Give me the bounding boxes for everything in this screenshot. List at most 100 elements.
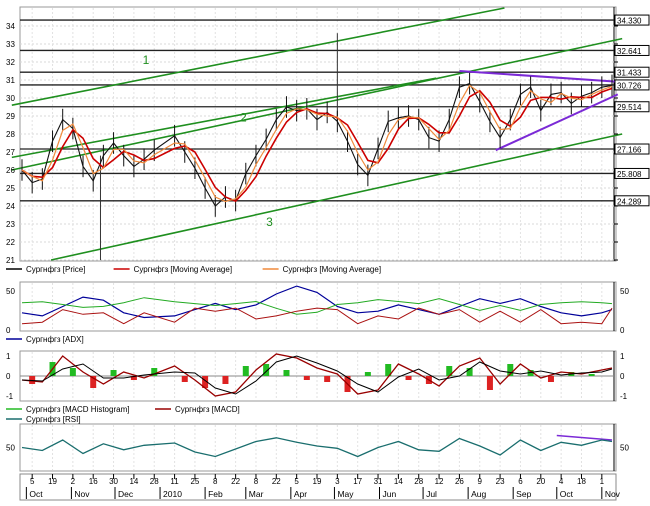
macd-histogram-bar — [202, 376, 209, 388]
price-flag-box — [614, 79, 650, 91]
moving-average-line — [21, 84, 613, 203]
price-tick-label: 25 — [6, 184, 15, 193]
price-flag-box — [614, 101, 650, 113]
month-tick-label: Dec — [118, 489, 134, 499]
price-tick-label: 32 — [6, 58, 15, 67]
adx-tick-label: 50 — [6, 287, 15, 296]
price-flag-box — [614, 195, 650, 207]
macd-tick-label: -1 — [6, 392, 14, 401]
price-tick-label: 29 — [6, 112, 15, 121]
day-tick-label: 25 — [190, 477, 199, 486]
month-tick-label: Mar — [249, 489, 264, 499]
macd-histogram-bar — [588, 374, 595, 376]
macd-histogram-bar — [29, 376, 36, 384]
month-tick-label: Oct — [29, 489, 43, 499]
price-flag-box — [614, 143, 650, 155]
macd-legend-label: Сургнфгз [MACD] — [175, 405, 240, 414]
trend-channel-line — [11, 77, 437, 159]
day-tick-label: 19 — [48, 477, 57, 486]
price-flag-label: 27.166 — [617, 146, 642, 155]
rsi-divergence-line — [556, 434, 613, 441]
day-tick-label: 2 — [71, 477, 76, 486]
day-tick-label: 6 — [518, 477, 523, 486]
adx-line — [21, 285, 613, 319]
channel-number-label: 3 — [266, 215, 273, 229]
price-tick-label: 24 — [6, 202, 15, 211]
moving-average-line — [21, 87, 613, 203]
macd-histogram-bar — [364, 372, 371, 376]
macd-histogram-bar — [151, 368, 158, 376]
macd-histogram-bar — [263, 364, 270, 376]
day-tick-label: 8 — [254, 477, 259, 486]
day-tick-label: 8 — [213, 477, 218, 486]
triangle-pattern-line — [459, 70, 618, 83]
day-tick-label: 3 — [335, 477, 340, 486]
macd-histogram-bar — [303, 376, 310, 380]
price-tick-label: 23 — [6, 220, 15, 229]
day-tick-label: 14 — [129, 477, 138, 486]
channel-number-label: 2 — [240, 110, 247, 124]
price-tick-label: 28 — [6, 130, 15, 139]
price-legend-label: Сургнфгз [Price] — [26, 265, 85, 274]
month-tick-label: Aug — [471, 489, 486, 499]
day-tick-label: 28 — [414, 477, 423, 486]
macd-histogram-bar — [507, 364, 514, 376]
day-tick-label: 4 — [559, 477, 564, 486]
macd-histogram-bar — [222, 376, 229, 384]
macd-tick-label: -1 — [620, 392, 628, 401]
macd-tick-label: 0 — [6, 372, 11, 381]
month-tick-label: Nov — [605, 489, 621, 499]
price-tick-label: 26 — [6, 166, 15, 175]
macd-histogram-bar — [181, 376, 188, 382]
price-tick-label: 31 — [6, 76, 15, 85]
triangle-pattern-line — [495, 93, 619, 152]
rsi-panel-frame — [19, 423, 617, 472]
price-flag-box — [614, 14, 650, 26]
macd-histogram-bar — [130, 376, 137, 380]
minus-di-line — [21, 307, 613, 325]
month-tick-label: 2010 — [163, 489, 182, 499]
price-legend-label: Сургнфгз [Moving Average] — [134, 265, 232, 274]
day-tick-label: 18 — [577, 477, 586, 486]
price-flag-label: 25.808 — [617, 170, 642, 179]
day-tick-label: 9 — [478, 477, 483, 486]
day-tick-label: 17 — [353, 477, 362, 486]
rsi-line — [21, 437, 613, 458]
macd-histogram-bar — [486, 376, 493, 390]
macd-histogram-bar — [446, 366, 453, 376]
price-flag-label: 30.726 — [617, 81, 642, 90]
day-tick-label: 11 — [170, 477, 179, 486]
month-tick-label: May — [337, 489, 354, 499]
macd-signal-line — [21, 355, 613, 395]
rsi-legend-label: Сургнфгз [RSI] — [26, 415, 81, 424]
day-tick-label: 22 — [272, 477, 281, 486]
month-tick-label: Feb — [208, 489, 223, 499]
day-tick-label: 20 — [536, 477, 545, 486]
macd-tick-label: 0 — [620, 372, 625, 381]
macd-histogram-bar — [283, 370, 290, 376]
adx-panel-frame — [19, 281, 617, 332]
month-tick-label: Apr — [294, 489, 307, 499]
macd-histogram-bar — [405, 376, 412, 380]
price-tick-label: 22 — [6, 238, 15, 247]
trend-channel-line — [11, 7, 505, 106]
day-tick-label: 22 — [231, 477, 240, 486]
macd-histogram-bar — [466, 368, 473, 376]
month-tick-label: Sep — [516, 489, 531, 499]
day-tick-label: 12 — [435, 477, 444, 486]
adx-tick-label: 0 — [6, 326, 11, 335]
price-flag-label: 24.289 — [617, 197, 642, 206]
price-tick-label: 21 — [6, 256, 15, 265]
price-flag-label: 31.433 — [617, 69, 642, 78]
day-tick-label: 5 — [30, 477, 35, 486]
day-tick-label: 31 — [374, 477, 383, 486]
adx-legend-label: Сургнфгз [ADX] — [26, 335, 84, 344]
adx-tick-label: 0 — [620, 326, 625, 335]
price-flag-label: 29.514 — [617, 103, 642, 112]
day-tick-label: 14 — [394, 477, 403, 486]
price-tick-label: 30 — [6, 94, 15, 103]
day-tick-label: 28 — [150, 477, 159, 486]
